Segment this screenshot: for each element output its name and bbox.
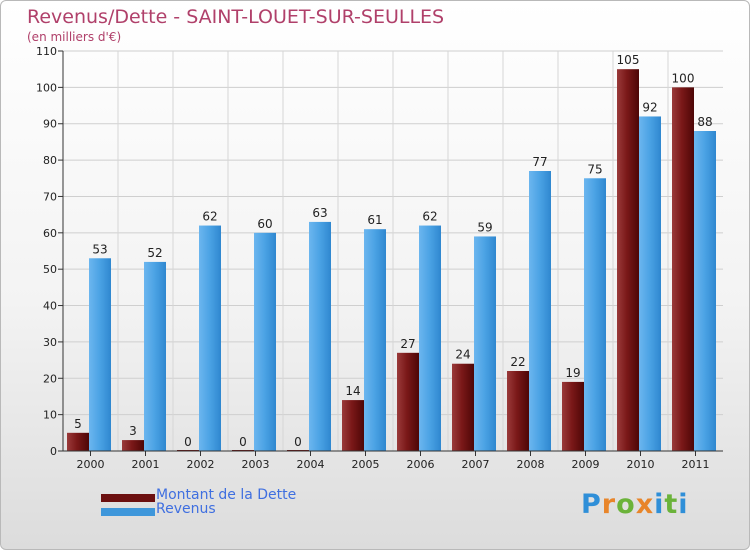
logo-letter: i <box>678 489 689 520</box>
data-label: 52 <box>147 246 162 260</box>
data-label: 59 <box>477 220 492 234</box>
data-label: 14 <box>345 384 360 398</box>
bar-dette <box>67 432 89 451</box>
x-tick-label: 2003 <box>242 458 270 471</box>
y-tick-label: 70 <box>43 190 57 203</box>
bar-revenus <box>144 261 166 451</box>
data-label: 53 <box>92 242 107 256</box>
legend-label-dette: Montant de la Dette <box>156 487 297 503</box>
data-label: 0 <box>294 435 302 449</box>
bar-revenus <box>639 116 661 452</box>
y-tick-label: 100 <box>36 81 57 94</box>
data-label: 62 <box>422 210 437 224</box>
data-label: 27 <box>400 337 415 351</box>
bar-revenus <box>694 131 716 451</box>
data-label: 24 <box>455 348 470 362</box>
data-label: 19 <box>565 366 580 380</box>
bar-revenus <box>584 178 606 452</box>
bar-revenus <box>309 221 331 451</box>
y-tick-label: 10 <box>43 409 57 422</box>
x-tick-label: 2000 <box>77 458 105 471</box>
proxiti-logo: Proxiti <box>581 489 689 520</box>
data-label: 3 <box>129 424 137 438</box>
data-label: 60 <box>257 217 272 231</box>
data-label: 92 <box>642 100 657 114</box>
y-tick-label: 90 <box>43 118 57 131</box>
legend-swatch-dette <box>101 494 155 502</box>
data-label: 22 <box>510 355 525 369</box>
data-label: 62 <box>202 210 217 224</box>
data-label: 100 <box>672 71 695 85</box>
bar-dette <box>562 381 584 451</box>
x-tick-label: 2007 <box>462 458 490 471</box>
data-label: 77 <box>532 155 547 169</box>
y-tick-label: 80 <box>43 154 57 167</box>
x-tick-label: 2006 <box>407 458 435 471</box>
bar-dette <box>342 400 364 451</box>
x-tick-label: 2011 <box>682 458 710 471</box>
bar-revenus <box>199 225 221 451</box>
x-tick-label: 2001 <box>132 458 160 471</box>
x-tick-label: 2010 <box>627 458 655 471</box>
bar-dette <box>672 87 694 451</box>
bar-revenus <box>419 225 441 451</box>
y-tick-label: 110 <box>36 45 57 58</box>
y-tick-label: 60 <box>43 227 57 240</box>
x-tick-label: 2004 <box>297 458 325 471</box>
y-tick-label: 40 <box>43 300 57 313</box>
bar-dette <box>397 352 419 451</box>
bar-revenus <box>529 171 551 451</box>
data-label: 0 <box>239 435 247 449</box>
x-tick-label: 2005 <box>352 458 380 471</box>
logo-letter: o <box>616 489 636 520</box>
bar-revenus <box>474 236 496 451</box>
bar-dette <box>507 371 529 451</box>
bar-dette <box>452 363 474 451</box>
data-label: 75 <box>587 162 602 176</box>
data-label: 5 <box>74 417 82 431</box>
y-tick-label: 50 <box>43 263 57 276</box>
logo-letter: P <box>581 489 602 520</box>
y-tick-label: 20 <box>43 372 57 385</box>
logo-letter: r <box>601 489 617 520</box>
data-label: 61 <box>367 213 382 227</box>
data-label: 63 <box>312 206 327 220</box>
bar-revenus <box>364 229 386 451</box>
x-tick-label: 2009 <box>572 458 600 471</box>
logo-letter: i <box>654 489 665 520</box>
logo-letter: x <box>635 489 655 520</box>
data-label: 105 <box>617 53 640 67</box>
x-tick-label: 2008 <box>517 458 545 471</box>
chart-subtitle: (en milliers d'€) <box>27 30 122 44</box>
chart-title: Revenus/Dette - SAINT-LOUET-SUR-SEULLES <box>27 6 445 28</box>
y-tick-label: 0 <box>50 445 57 458</box>
bar-revenus <box>89 258 111 451</box>
legend-label-revenus: Revenus <box>156 501 216 517</box>
bar-revenus <box>254 232 276 451</box>
bar-dette <box>617 69 639 451</box>
bar-dette <box>122 440 144 451</box>
x-tick-label: 2002 <box>187 458 215 471</box>
data-label: 0 <box>184 435 192 449</box>
y-tick-label: 30 <box>43 336 57 349</box>
legend-swatch-revenus <box>101 508 155 516</box>
data-label: 88 <box>697 115 712 129</box>
logo-letter: t <box>664 489 679 520</box>
